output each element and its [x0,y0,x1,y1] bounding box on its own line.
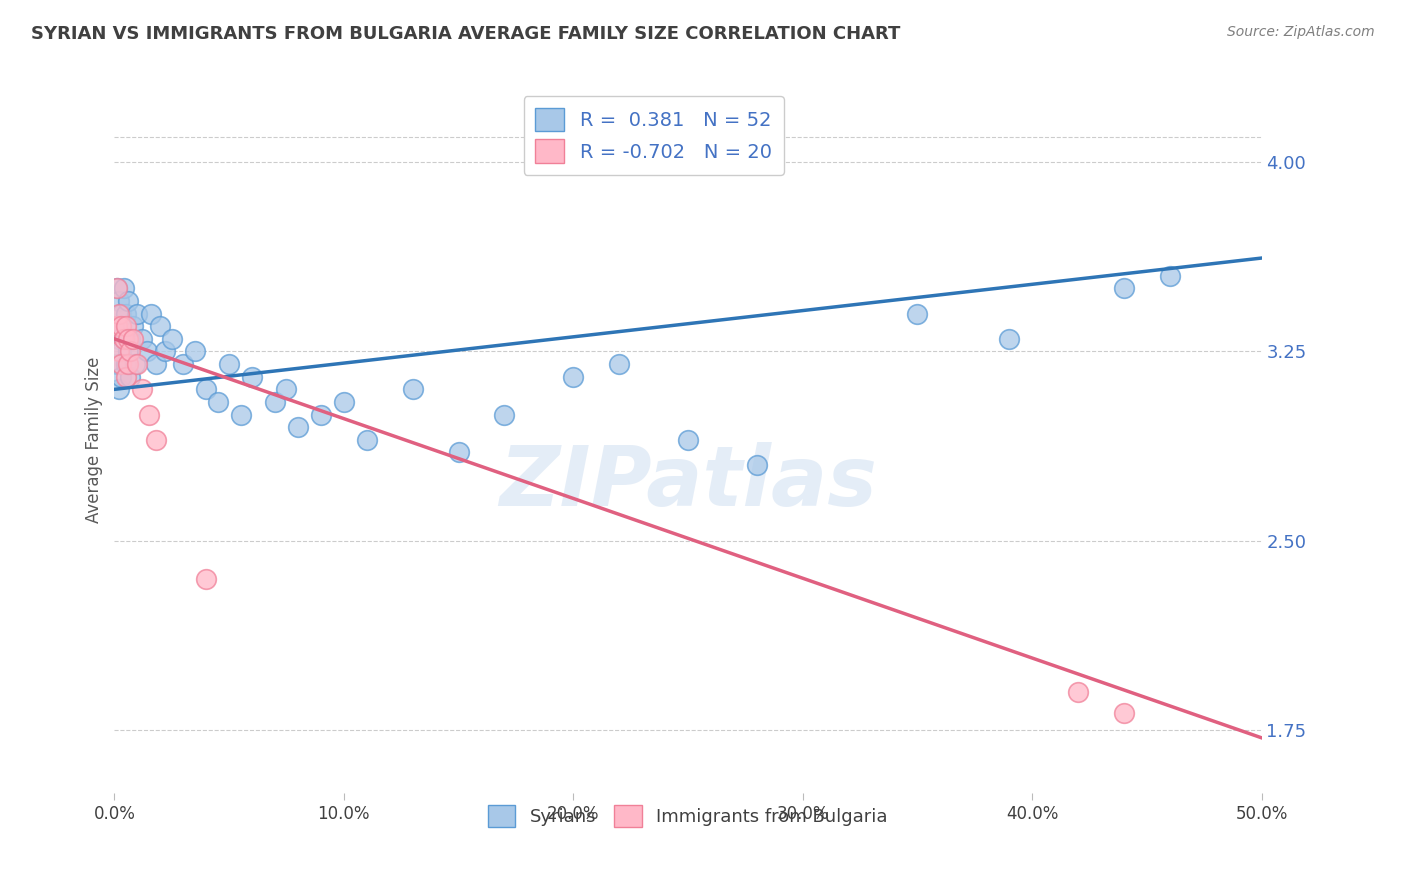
Point [121,332,143,346]
Point [127,307,149,321]
Point [120,344,142,359]
Point [607,357,630,371]
Point [183,344,205,359]
Point [131,382,153,396]
Point [160,332,183,346]
Text: ZIPatlas: ZIPatlas [499,442,877,523]
Point [998,332,1021,346]
Text: SYRIAN VS IMMIGRANTS FROM BULGARIA AVERAGE FAMILY SIZE CORRELATION CHART: SYRIAN VS IMMIGRANTS FROM BULGARIA AVERA… [31,25,900,43]
Point [120,369,142,384]
Point [110,369,132,384]
Point [1112,706,1135,720]
Point [115,319,138,334]
Point [105,319,128,334]
Point [108,357,131,371]
Point [745,458,768,472]
Point [112,281,135,295]
Point [1159,268,1181,283]
Point [207,395,229,409]
Point [112,332,135,346]
Point [145,357,167,371]
Point [120,332,142,346]
Point [356,433,378,447]
Point [229,408,252,422]
Point [131,332,153,346]
Point [117,332,139,346]
Point [153,344,176,359]
Point [195,572,218,586]
Point [105,281,128,295]
Point [124,357,146,371]
Point [110,319,132,334]
Point [112,332,135,346]
Point [1067,685,1090,699]
Point [121,319,143,334]
Point [115,307,138,321]
Point [117,357,139,371]
Point [562,369,585,384]
Point [264,395,287,409]
Point [115,357,138,371]
Point [138,408,160,422]
Point [117,293,139,308]
Point [108,344,131,359]
Point [494,408,516,422]
Point [135,344,157,359]
Point [139,307,162,321]
Point [110,344,132,359]
Point [105,281,128,295]
Point [145,433,167,447]
Point [447,445,470,459]
Text: Source: ZipAtlas.com: Source: ZipAtlas.com [1227,25,1375,39]
Point [115,369,138,384]
Point [110,307,132,321]
Point [676,433,699,447]
Point [195,382,218,396]
Point [172,357,194,371]
Point [108,293,131,308]
Point [117,344,139,359]
Y-axis label: Average Family Size: Average Family Size [86,357,103,523]
Point [333,395,356,409]
Legend: Syrians, Immigrants from Bulgaria: Syrians, Immigrants from Bulgaria [481,797,894,834]
Point [108,382,131,396]
Point [149,319,172,334]
Point [105,357,128,371]
Point [905,307,928,321]
Point [127,357,149,371]
Point [218,357,240,371]
Point [309,408,332,422]
Point [1112,281,1135,295]
Point [110,357,132,371]
Point [402,382,425,396]
Point [276,382,298,396]
Point [108,332,131,346]
Point [240,369,263,384]
Point [105,319,128,334]
Point [108,307,131,321]
Point [287,420,309,434]
